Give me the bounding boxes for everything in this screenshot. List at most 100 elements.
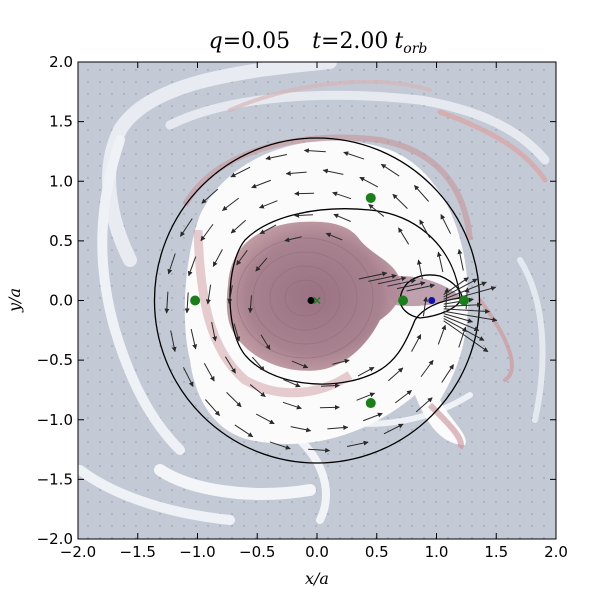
velocity-arrow [332,191,352,200]
velocity-arrow [443,281,487,300]
velocity-arrow [294,191,315,197]
velocity-arrow [200,223,214,242]
velocity-arrow [265,154,288,161]
velocity-arrow [319,404,340,410]
outer-contour-circle [153,137,481,464]
velocity-arrow [211,321,218,342]
velocity-arrow [441,364,454,383]
x-tick-label: 1.0 [425,543,449,561]
velocity-arrow [394,390,412,404]
velocity-arrow [327,425,349,431]
velocity-arrow [368,273,397,282]
velocity-arrow [440,214,451,234]
velocity-arrow [205,284,212,305]
velocity-arrow [204,399,220,416]
velocity-arrow [249,384,266,398]
x-tick-label: 0.0 [305,543,329,561]
center-of-mass-marker [313,296,321,305]
velocity-arrow [436,251,444,273]
velocity-arrow [230,166,251,178]
velocity-arrow [201,188,219,204]
velocity-arrow [443,320,489,353]
velocity-arrow [443,315,480,332]
velocity-arrow [437,324,447,345]
velocity-arrow [332,358,350,365]
y-tick-label: −2.0 [37,530,73,548]
velocity-arrow [258,200,278,209]
velocity-arrow [411,334,422,352]
equipotential-contours [153,137,481,464]
lagrange-point-marker [190,295,201,306]
velocity-arrow [359,176,379,188]
velocity-arrow [443,286,497,303]
lagrange-point-marker [398,295,409,306]
x-tick-label: −2.0 [60,543,96,561]
velocity-arrow [183,367,194,387]
velocity-arrow [443,310,498,323]
velocity-arrow [184,292,190,314]
dense-core [226,221,402,371]
y-tick-label: −1.0 [37,411,73,429]
velocity-arrow [285,170,307,176]
x-axis-label: x/a [305,569,329,588]
velocity-arrow [443,277,469,295]
velocity-arrow [443,302,483,308]
velocity-arrow [187,256,197,277]
velocity-arrow [333,213,351,222]
plot-area [78,62,556,539]
velocity-arrow [419,219,431,239]
lagrange-point-marker [365,398,376,409]
velocity-arrow [322,168,344,175]
velocity-arrow [255,257,268,272]
velocity-arrow [203,362,215,382]
velocity-arrow [443,313,473,324]
velocity-arrow [380,163,400,177]
companion-marker [428,297,436,304]
y-tick-label: 2.0 [49,53,73,71]
velocity-arrow [356,392,376,401]
velocity-arrow [368,203,385,217]
x-tick-label: 2.0 [544,543,568,561]
markers [190,192,469,409]
velocity-arrow [226,392,242,408]
x-tick-label: −0.5 [239,543,275,561]
y-tick-label: 0.5 [49,232,73,250]
y-tick-label: −0.5 [37,351,73,369]
velocity-arrow [236,249,248,266]
velocity-arrow [294,212,313,218]
velocity-arrow [247,295,253,314]
velocity-arrow [167,253,176,275]
velocity-arrow [290,426,312,433]
velocity-arrow [259,224,277,235]
lagrange-point-marker [458,295,469,306]
y-tick-label: 1.5 [49,113,73,131]
velocity-arrow [222,197,240,211]
x-axis: −2.0 −1.5 −1.0 −0.5 0.0 0.5 1.0 1.5 2.0 [60,62,568,561]
velocity-arrow [251,356,265,372]
velocity-arrow [233,323,241,342]
velocity-arrow [255,413,275,425]
velocity-arrow [422,296,429,317]
x-tick-label: −1.0 [179,543,215,561]
velocity-arrow [260,334,271,350]
velocity-arrow [284,236,302,243]
velocity-arrow [227,285,233,304]
inner-lobe-contour [229,208,461,385]
velocity-arrow [443,278,478,298]
velocity-arrow [170,330,177,353]
velocity-arrow [212,249,223,267]
core-contours [236,237,374,359]
velocity-arrow [388,367,404,382]
velocity-arrow [416,259,423,280]
velocity-arrow [346,440,369,447]
x-tick-label: −1.5 [120,543,156,561]
velocity-arrow [308,447,331,453]
velocity-arrow [303,148,326,154]
y-axis-label: y/a [5,288,24,313]
velocity-arrow [420,359,434,378]
velocity-arrow [387,278,416,287]
velocity-arrow [251,179,271,189]
velocity-arrow [383,423,404,435]
velocity-arrow [164,291,170,314]
